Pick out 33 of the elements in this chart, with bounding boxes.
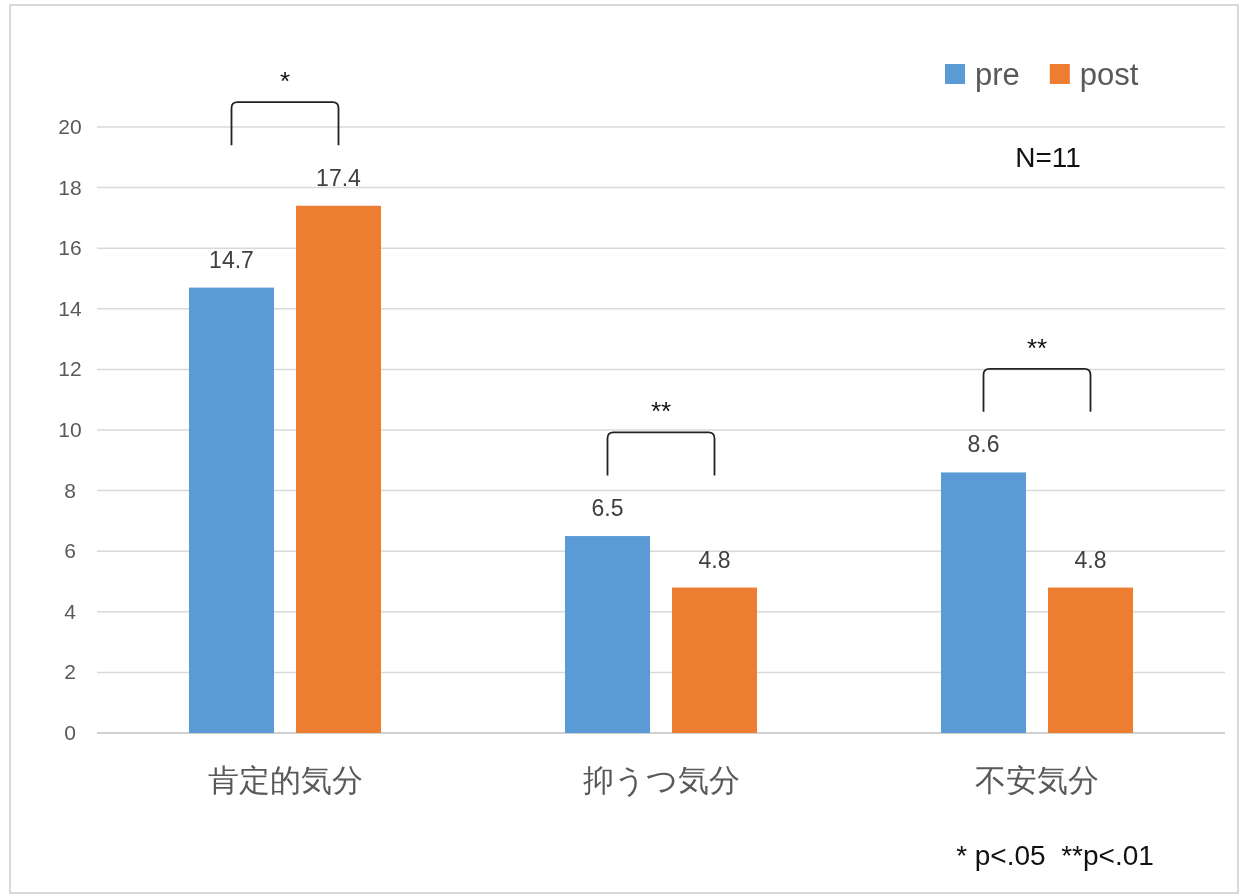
y-tick-label: 20 [58,115,82,138]
y-tick-label: 12 [58,357,82,381]
y-tick-label: 16 [58,236,82,260]
data-label: 8.6 [967,431,1000,458]
y-tick-label: 6 [64,539,76,563]
bar [672,587,757,733]
y-tick-label: 18 [58,175,82,199]
y-tick-label: 10 [58,418,82,441]
annotation: ** [1026,332,1048,363]
text: * [279,66,291,97]
annotation: ** [650,396,672,427]
y-tick-label: 4 [64,599,77,623]
x-tick-label: 肯定的気分 [207,763,363,798]
y-tick-label: 8 [64,478,76,502]
text: * p<.05 **p<.01 [956,840,1154,871]
bar [296,205,381,733]
data-label: 14.7 [209,246,254,273]
x-tick-label: 不安気分 [975,763,1099,798]
x-tick-label: 抑うつ気分 [582,763,740,798]
data-label: 17.4 [316,164,362,191]
y-tick-label: 2 [64,660,76,684]
data-label: 4.8 [698,546,731,573]
legend-label: pre [975,57,1020,92]
annotation: N=11 [1015,142,1081,173]
bar [189,287,274,733]
legend-label: post [1079,57,1139,92]
bar [941,472,1026,733]
bar [1048,587,1133,733]
data-label: 4.8 [1074,546,1107,573]
data-label: 6.5 [591,495,624,522]
y-tick-label: 0 [64,721,76,744]
y-tick-label: 14 [58,296,82,320]
bar [565,536,650,733]
